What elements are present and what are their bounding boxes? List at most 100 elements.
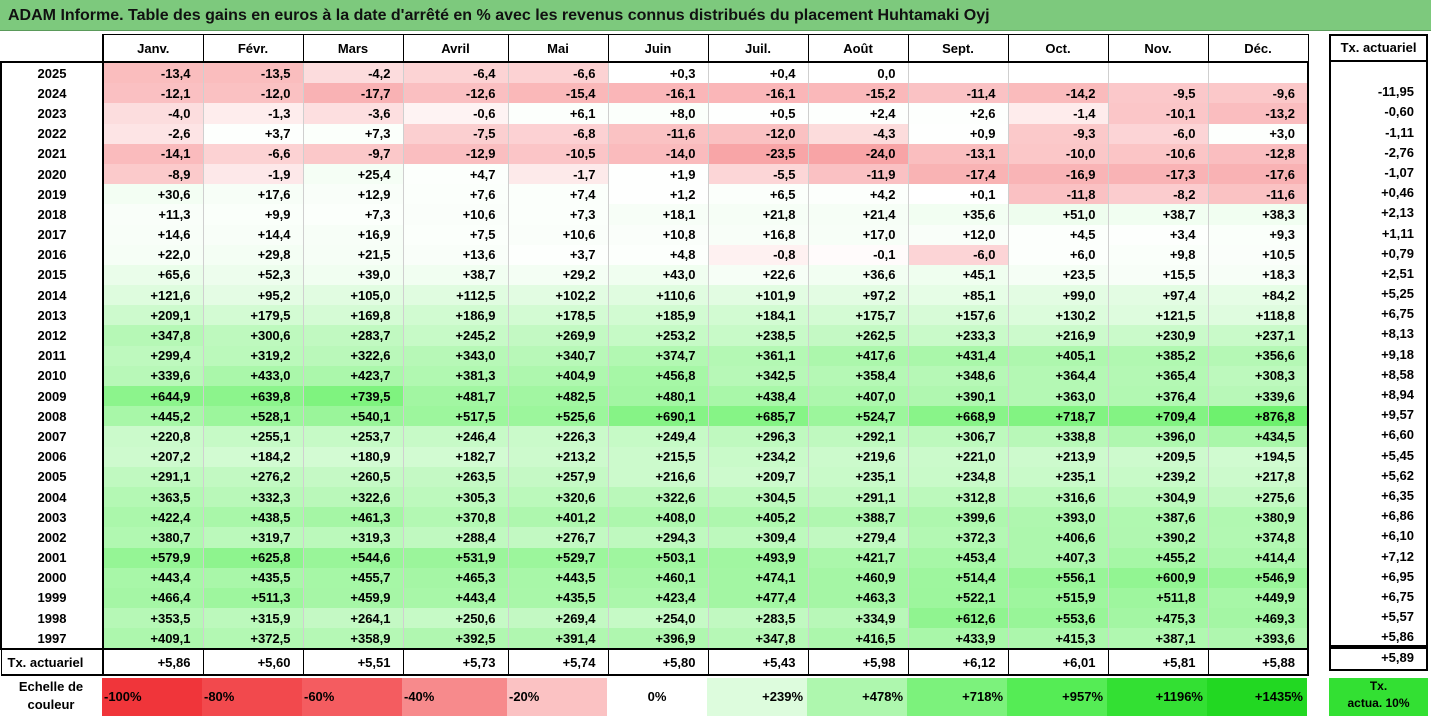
value-cell: +739,5 <box>302 386 403 407</box>
value-cell: -13,5 <box>202 62 303 84</box>
tx-actuariel-cell: +9,57 <box>1381 407 1414 423</box>
value-cell: +275,6 <box>1207 486 1309 508</box>
tx-actuariel-column: Tx. actuariel -11,95 -0,60 -1,11 -2,76 -1,07… <box>1329 34 1428 650</box>
value-cell: +435,5 <box>202 567 303 588</box>
value-cell: +4,7 <box>402 163 508 185</box>
table-row: 2010 +339,6 +433,0 +423,7 +381,3 +404,9 +456,8… <box>0 365 1309 386</box>
value-cell: +365,4 <box>1107 365 1208 386</box>
value-cell: +22,6 <box>707 264 808 286</box>
table-row: 2015 +65,6 +52,3 +39,0 +38,7 +29,2 +43,0 +22,6 +… <box>0 264 1309 286</box>
value-cell: +376,4 <box>1107 386 1208 407</box>
value-cell: +38,7 <box>402 264 508 286</box>
year-cell: 2003 <box>0 507 104 528</box>
table-row: 1997 +409,1 +372,5 +358,9 +392,5 +391,4 +396,9… <box>0 628 1309 650</box>
tx-actuariel-cell: +5,57 <box>1381 609 1414 625</box>
value-cell: -13,2 <box>1207 103 1309 124</box>
tx-actuariel-cell: +6,35 <box>1381 487 1414 503</box>
value-cell: +235,1 <box>807 466 908 487</box>
value-cell: +263,5 <box>402 466 508 487</box>
table-row: 2017 +14,6 +14,4 +16,9 +7,5 +10,6 +10,8 +16,8 +1… <box>0 224 1309 245</box>
value-cell: -11,6 <box>1207 184 1309 205</box>
value-cell: +408,0 <box>607 507 708 528</box>
value-cell: +422,4 <box>102 507 203 528</box>
value-cell: +260,5 <box>302 466 403 487</box>
value-cell: +269,4 <box>507 608 608 629</box>
value-cell: +553,6 <box>1007 608 1108 629</box>
value-cell: +207,2 <box>102 446 203 467</box>
value-cell: +474,1 <box>707 567 808 588</box>
value-cell: +469,3 <box>1207 608 1309 629</box>
table-row: 2014 +121,6 +95,2 +105,0 +112,5 +102,2 +110,6 +… <box>0 285 1309 306</box>
tx-scale-line1: Tx. <box>1369 679 1388 693</box>
month-header: Juil. <box>707 34 809 63</box>
value-cell: +3,0 <box>1207 123 1309 144</box>
value-cell: +16,8 <box>707 224 808 245</box>
value-cell: -23,5 <box>707 143 808 164</box>
tx-actuariel-cell: -1,11 <box>1385 124 1414 140</box>
value-cell: +2,4 <box>807 103 908 124</box>
value-cell: +322,6 <box>607 486 708 508</box>
value-cell: +480,1 <box>607 386 708 407</box>
value-cell: -8,2 <box>1107 184 1208 205</box>
tx-actuariel-cell: +6,75 <box>1381 588 1414 604</box>
tx-actuariel-cell: +6,86 <box>1381 508 1414 524</box>
value-cell: +6,0 <box>1007 244 1108 265</box>
table-row: 2009 +644,9 +639,8 +739,5 +481,7 +482,5 +480,1… <box>0 386 1309 407</box>
month-header: Août <box>807 34 909 63</box>
value-cell: +3,7 <box>202 123 303 144</box>
value-cell: +51,0 <box>1007 204 1108 225</box>
value-cell: +320,6 <box>507 486 608 508</box>
year-cell: 2020 <box>0 163 104 185</box>
value-cell: +372,5 <box>202 628 303 650</box>
value-cell: +97,2 <box>807 285 908 306</box>
gains-table: Janv. Févr. Mars Avril Mai Juin Juil. Août Sept.… <box>0 34 1309 677</box>
value-cell: +276,7 <box>507 527 608 548</box>
table-row: 2023 -4,0 -1,3 -3,6 -0,6 +6,1 +8,0 +0,5 +2,4 +2,6… <box>0 103 1309 124</box>
value-cell: +230,9 <box>1107 325 1208 346</box>
value-cell: -1,9 <box>202 163 303 185</box>
value-cell: +0,5 <box>707 103 808 124</box>
value-cell: +312,8 <box>907 486 1008 508</box>
value-cell: +36,6 <box>807 264 908 286</box>
value-cell: +482,5 <box>507 386 608 407</box>
value-cell: +332,3 <box>202 486 303 508</box>
value-cell: +21,8 <box>707 204 808 225</box>
value-cell: +600,9 <box>1107 567 1208 588</box>
value-cell: +118,8 <box>1207 305 1309 326</box>
value-cell: -12,1 <box>102 83 203 104</box>
value-cell: +399,6 <box>907 507 1008 528</box>
value-cell: +7,3 <box>507 204 608 225</box>
color-scale-swatch: +957% <box>1007 678 1107 716</box>
value-cell: +414,4 <box>1207 547 1309 568</box>
value-cell: +433,0 <box>202 365 303 386</box>
value-cell: +296,3 <box>707 426 808 447</box>
value-cell: +639,8 <box>202 386 303 407</box>
value-cell: +0,4 <box>707 62 808 84</box>
value-cell: +65,6 <box>102 264 203 286</box>
report-title: ADAM Informe. Table des gains en euros à… <box>0 0 1431 31</box>
tx-actuariel-cell: +5,45 <box>1381 447 1414 463</box>
value-cell: +121,6 <box>102 285 203 306</box>
value-cell <box>1207 62 1309 84</box>
value-cell: +644,9 <box>102 386 203 407</box>
value-cell: +8,0 <box>607 103 708 124</box>
table-row: 2002 +380,7 +319,7 +319,3 +288,4 +276,7 +294,3… <box>0 527 1309 548</box>
month-header: Mai <box>507 34 609 63</box>
value-cell: +9,9 <box>202 204 303 225</box>
value-cell: +347,8 <box>102 325 203 346</box>
value-cell: +407,3 <box>1007 547 1108 568</box>
value-cell: +220,8 <box>102 426 203 447</box>
year-cell: 2002 <box>0 527 104 548</box>
value-cell: +391,4 <box>507 628 608 650</box>
value-cell: +21,4 <box>807 204 908 225</box>
year-cell: 2016 <box>0 244 104 265</box>
table-row: 1999 +466,4 +511,3 +459,9 +443,4 +435,5 +423,4… <box>0 587 1309 609</box>
value-cell: +304,5 <box>707 486 808 508</box>
value-cell: -13,1 <box>907 143 1008 164</box>
value-cell: +233,3 <box>907 325 1008 346</box>
value-cell: +288,4 <box>402 527 508 548</box>
value-cell: +299,4 <box>102 345 203 366</box>
value-cell: +531,9 <box>402 547 508 568</box>
month-header: Févr. <box>202 34 304 63</box>
corner-cell <box>1 34 104 63</box>
